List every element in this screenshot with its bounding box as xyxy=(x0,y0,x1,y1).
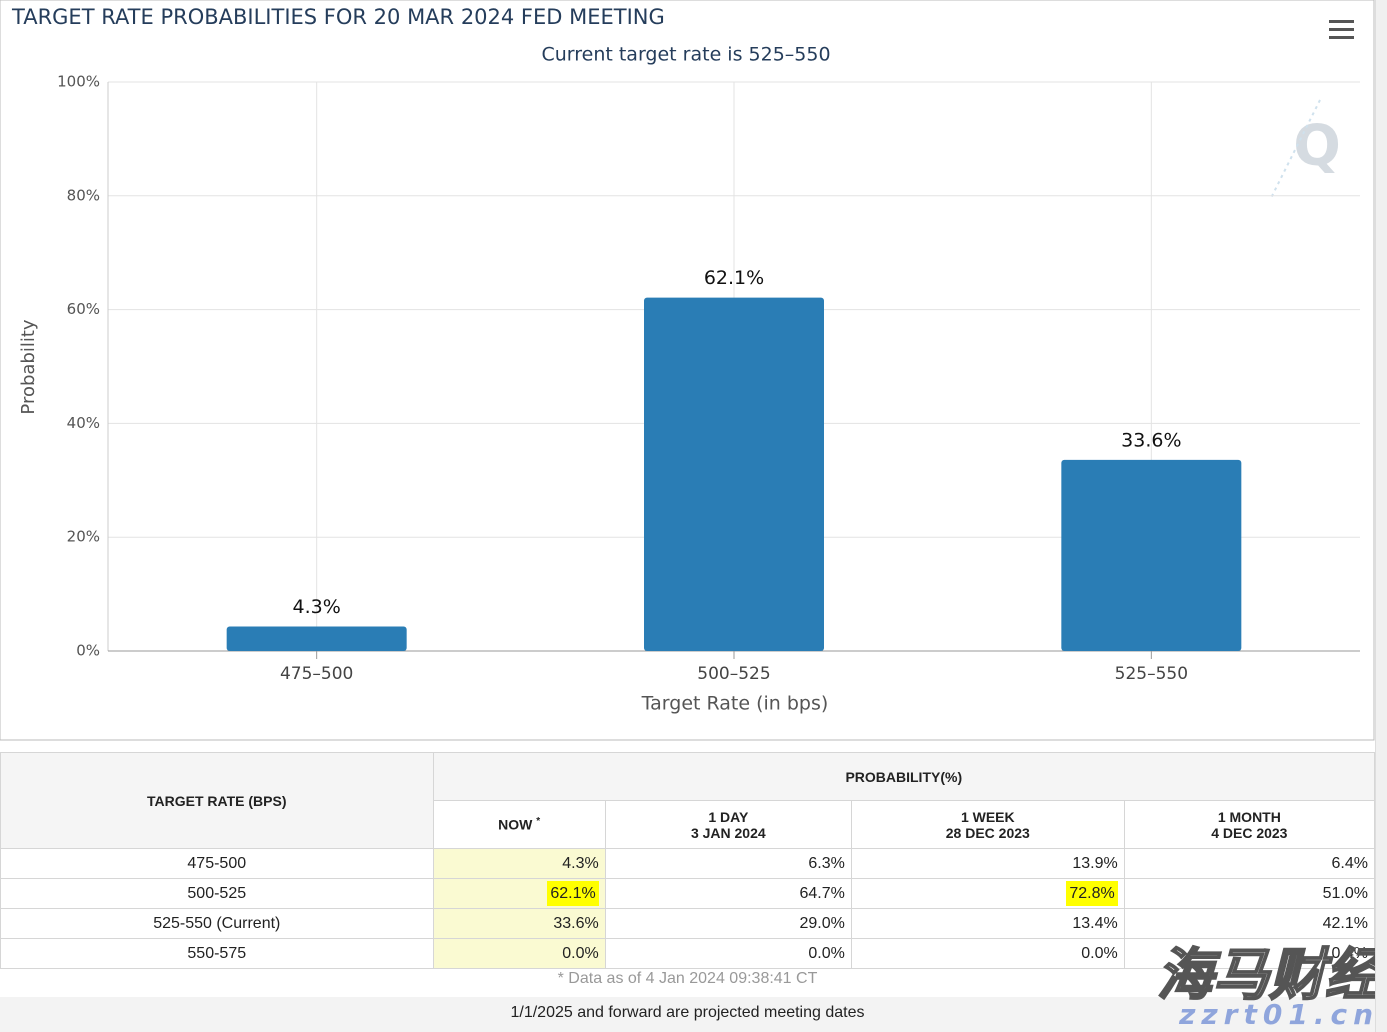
data-label: 4.3% xyxy=(293,596,341,618)
column-header: 1 MONTH 4 DEC 2023 xyxy=(1123,800,1376,849)
y-axis-title: Probability xyxy=(18,319,39,414)
column-title: 1 DAY xyxy=(708,808,749,825)
table-row: 475-500 4.3% 6.3% 13.9% 6.4% xyxy=(0,848,1376,879)
watermark-url: zzrt01.cn xyxy=(1179,998,1379,1031)
table-cell: 33.6% xyxy=(432,908,606,939)
chart-subtitle: Current target rate is 525–550 xyxy=(541,44,830,66)
header-row: TARGET RATE (BPS) PROBABILITY(%) xyxy=(0,752,1376,849)
table-cell: 72.8% xyxy=(850,878,1125,909)
table-cell: 0.0% xyxy=(432,938,606,969)
table-cell: 0.4% xyxy=(1123,938,1376,969)
column-title: NOW xyxy=(498,816,533,833)
table-cell: 0.0% xyxy=(850,938,1125,969)
data-label: 33.6% xyxy=(1121,429,1181,451)
watermark: 海马财经 xyxy=(1156,942,1382,1009)
bar xyxy=(226,626,407,651)
chart-title: TARGET RATE PROBABILITIES FOR 20 MAR 202… xyxy=(11,5,665,29)
y-tick-label: 80% xyxy=(67,186,100,204)
y-tick-label: 20% xyxy=(67,528,100,546)
y-tick-label: 40% xyxy=(67,414,100,432)
table-cell: 0.0% xyxy=(604,938,852,969)
y-tick-label: 100% xyxy=(57,73,100,91)
highlighted-value: 72.8% xyxy=(1066,880,1118,906)
table-cell: 6.4% xyxy=(1123,848,1376,879)
table-cell: 500-525 xyxy=(0,878,434,909)
table-cell: 13.4% xyxy=(850,908,1125,939)
chart: TARGET RATE PROBABILITIES FOR 20 MAR 202… xyxy=(0,0,1375,741)
x-tick-label: 475–500 xyxy=(280,664,353,684)
rate-header: TARGET RATE (BPS) xyxy=(0,752,434,849)
logo: Q xyxy=(1269,99,1341,201)
column-header: 1 DAY 3 JAN 2024 xyxy=(604,800,852,849)
scrollbar[interactable] xyxy=(1375,0,1387,1032)
svg-text:Q: Q xyxy=(1293,114,1341,179)
bar xyxy=(1061,459,1242,651)
x-axis-title: Target Rate (in bps) xyxy=(641,693,829,715)
data-note: * Data as of 4 Jan 2024 09:38:41 CT xyxy=(557,970,818,987)
y-tick-label: 0% xyxy=(76,642,100,660)
column-mark: * xyxy=(536,816,541,828)
table-cell: 4.3% xyxy=(432,848,606,879)
projection-note: 1/1/2025 and forward are projected meeti… xyxy=(510,1004,865,1021)
table-cell: 64.7% xyxy=(604,878,852,909)
menu-icon[interactable] xyxy=(1329,20,1354,39)
footer-band xyxy=(0,997,1375,1032)
column-header: 1 WEEK 28 DEC 2023 xyxy=(850,800,1125,849)
table-cell: 550-575 xyxy=(0,938,434,969)
table-cell: 475-500 xyxy=(0,848,434,879)
column-header: NOW * xyxy=(432,800,606,849)
group-header: PROBABILITY(%) xyxy=(432,752,1376,801)
column-date: 28 DEC 2023 xyxy=(945,824,1030,841)
column-title: 1 MONTH xyxy=(1217,808,1281,825)
table-cell: 51.0% xyxy=(1123,878,1376,909)
column-date: 3 JAN 2024 xyxy=(690,824,766,841)
highlighted-value: 62.1% xyxy=(547,880,599,906)
table-cell: 29.0% xyxy=(604,908,852,939)
data-label: 62.1% xyxy=(704,267,764,289)
table-cell: 62.1% xyxy=(432,878,606,909)
subheader-row: NOW * 1 DAY 3 JAN 2024 1 WEEK 28 DEC 2023 1 MO… xyxy=(1,800,1376,849)
x-tick-label: 500–525 xyxy=(697,664,770,684)
y-tick-label: 60% xyxy=(67,300,100,318)
table-row: 550-575 0.0% 0.0% 0.0% 0.4% xyxy=(0,938,1376,969)
table-row: 525-550 (Current) 33.6% 29.0% 13.4% 42.1% xyxy=(0,908,1376,939)
column-date: 4 DEC 2023 xyxy=(1211,824,1288,841)
x-tick-label: 525–550 xyxy=(1115,664,1188,684)
table-cell: 525-550 (Current) xyxy=(0,908,434,939)
column-title: 1 WEEK xyxy=(960,808,1015,825)
table-cell: 6.3% xyxy=(604,848,852,879)
table-cell: 13.9% xyxy=(850,848,1125,879)
bar xyxy=(644,297,824,651)
table-row: 500-525 62.1% 64.7% 72.8% 51.0% xyxy=(0,878,1376,909)
probability-table: TARGET RATE (BPS) PROBABILITY(%) NOW * 1 DAY… xyxy=(0,752,1376,969)
